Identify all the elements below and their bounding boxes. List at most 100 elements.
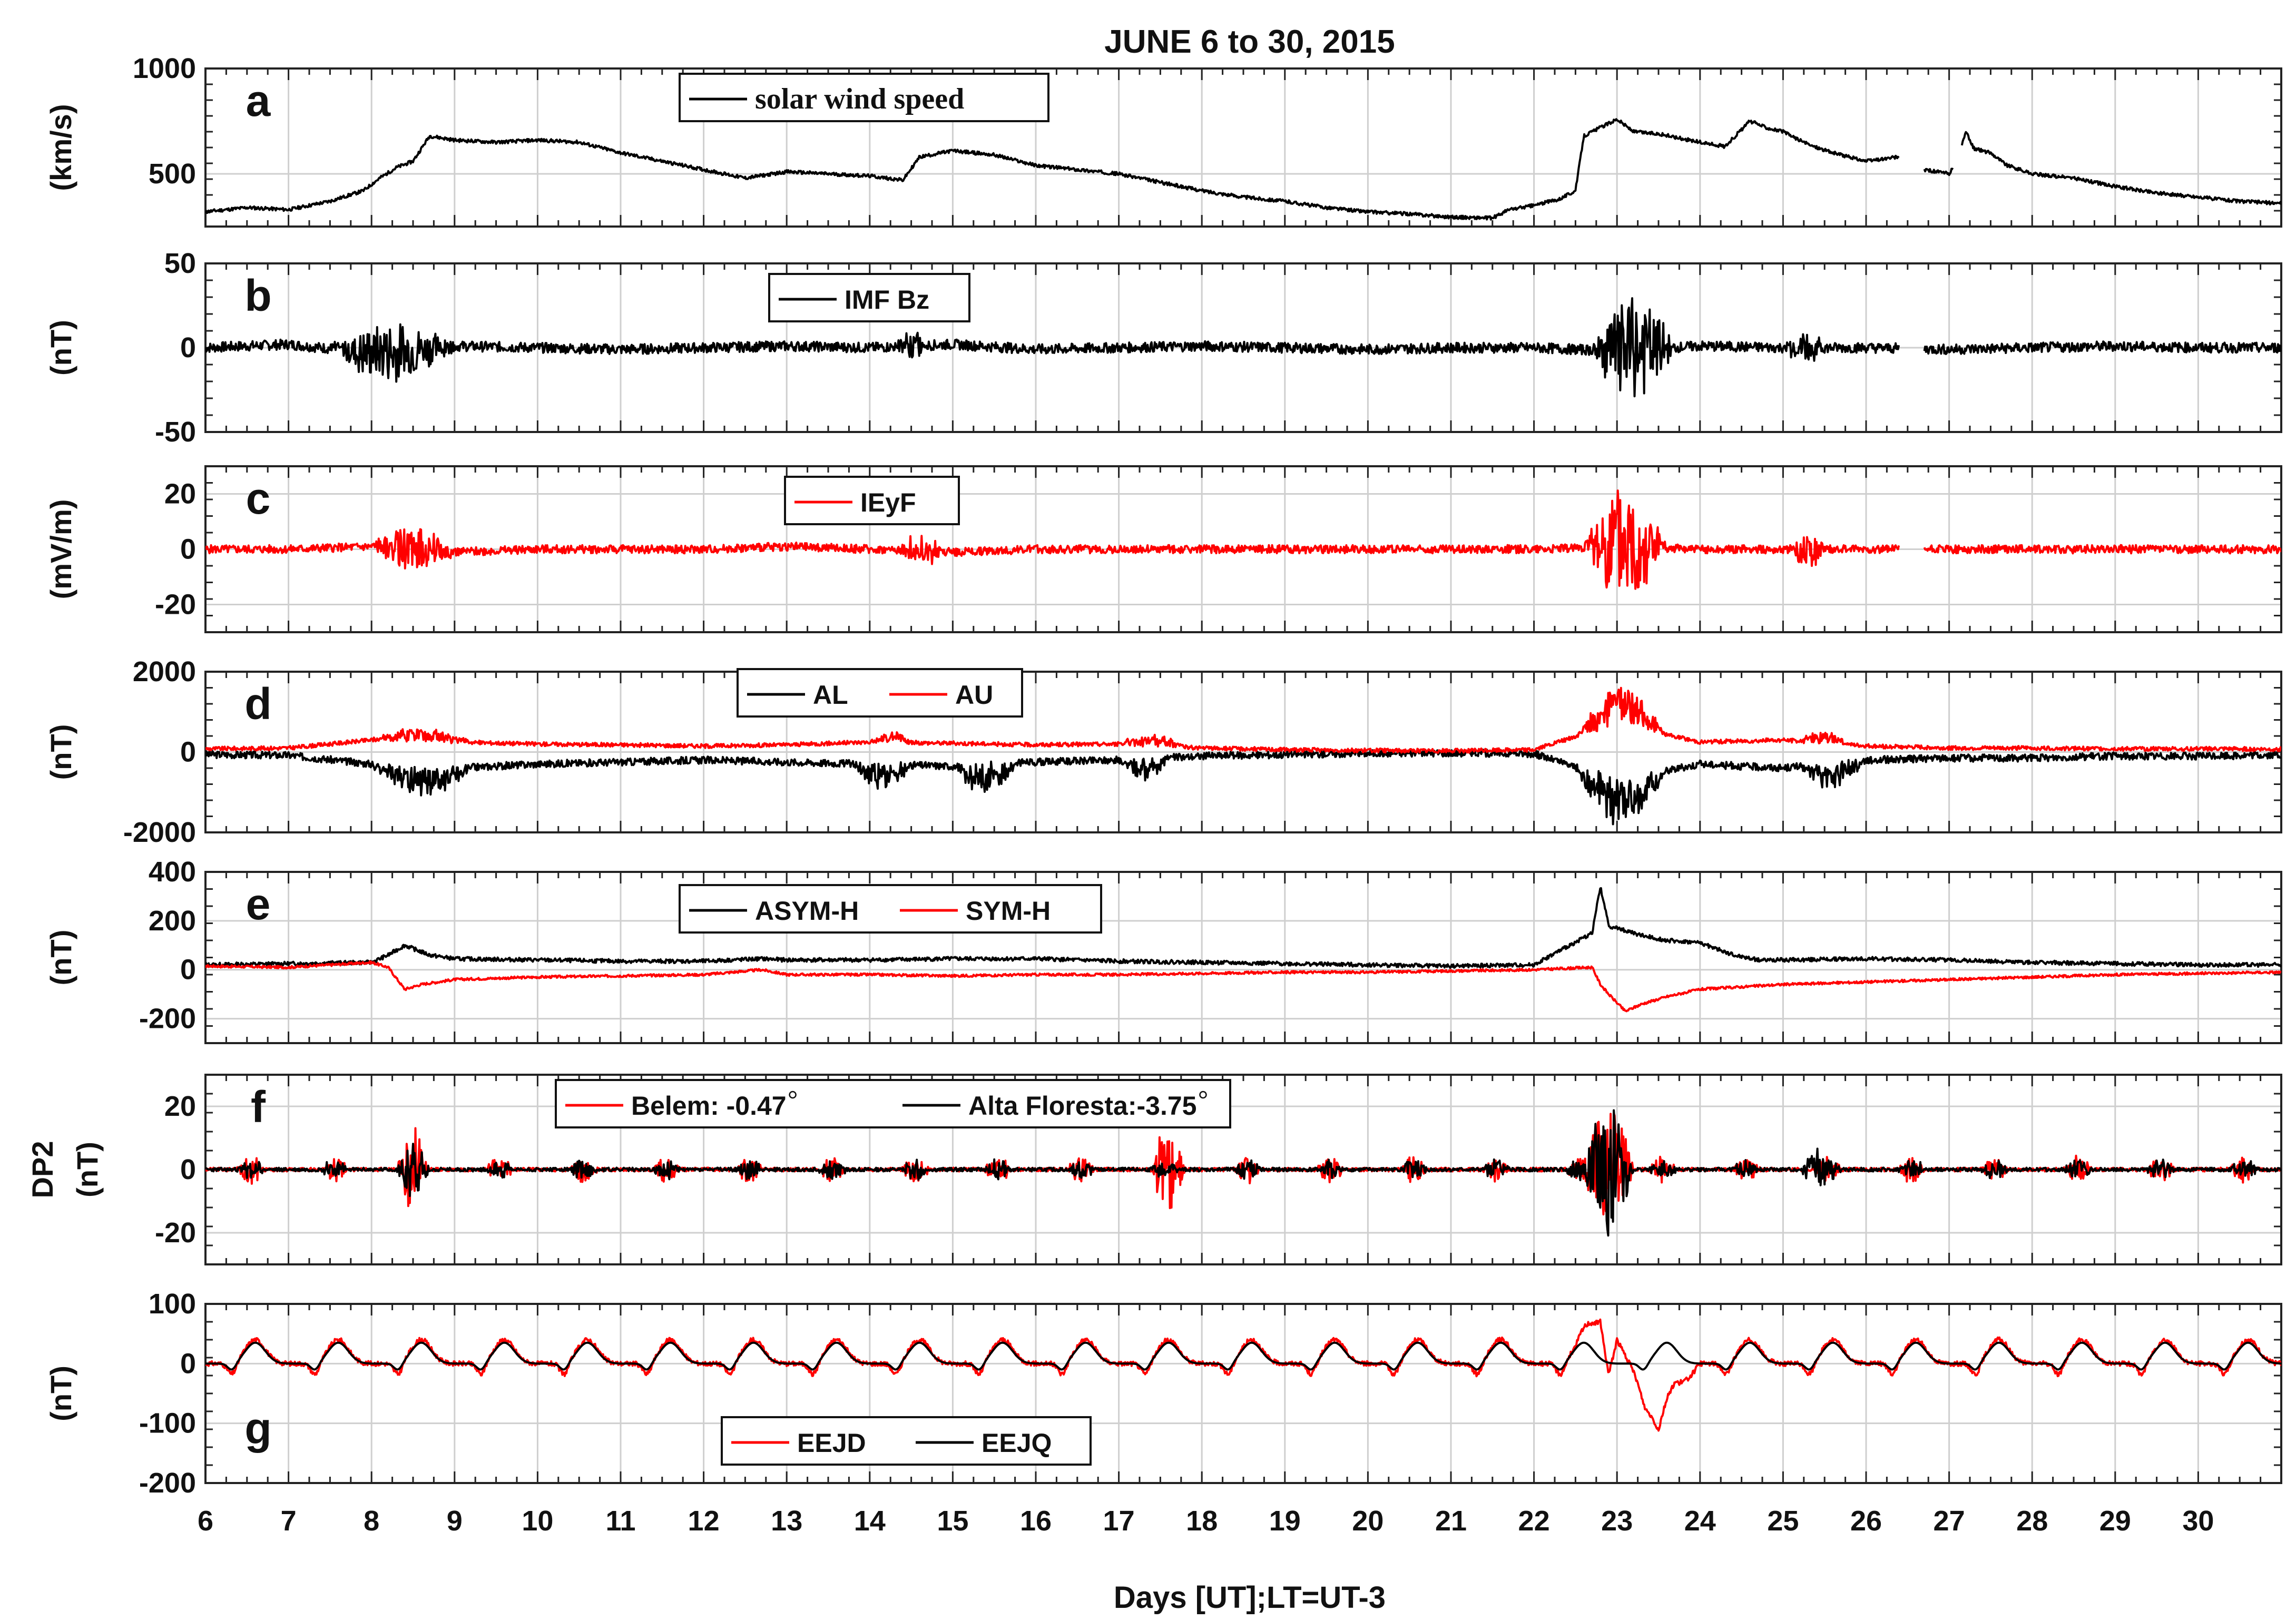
x-tick-label: 13 [771,1505,802,1537]
y-tick-label: 200 [149,905,196,937]
legend-label: solar wind speed [755,83,964,115]
series-group [205,686,2281,826]
panel-c: -20 0 20 (mV/m) c IEyF [44,465,2282,633]
panel-letter: f [251,1082,266,1132]
x-tick-label: 22 [1518,1505,1550,1537]
y-tick-label: -100 [139,1408,196,1439]
legend-box [555,1079,1231,1128]
y-axis-label: (mV/m) [44,499,77,600]
panel-letter: d [244,679,271,729]
series-line-au [205,686,2281,754]
legend-label: AL [813,680,848,710]
legend-label: AU [955,680,993,710]
series-line-sym-h [205,960,2281,1013]
series-group [205,1109,2281,1237]
series-line-alta-floresta-3-75 [205,1109,2281,1237]
y-tick-label: 0 [180,332,196,364]
y-tick-label: 0 [180,1348,196,1379]
y-tick-label: 1000 [133,53,196,84]
series-line-asym-h [205,887,2281,969]
y-axis-label: (nT) [44,320,77,376]
panel-letter: e [246,879,271,929]
y-tick-label: -200 [139,1467,196,1499]
x-tick-label: 10 [522,1505,553,1537]
y-axis-label-2: DP2 [26,1141,59,1199]
series-line-eejq [205,1341,2281,1371]
x-tick-label: 7 [281,1505,297,1537]
x-tick-label: 6 [198,1505,213,1537]
panel-f: -20 0 20 (nT) DP2 f Belem: -0.47 Alta Floresta:… [26,1074,2282,1265]
legend: ASYM-H SYM-H [679,884,1102,934]
y-tick-label: -200 [139,1003,196,1035]
y-tick-label: -20 [155,1217,196,1249]
panel-letter: a [246,76,271,125]
y-tick-label: 0 [180,534,196,565]
legend-label: EEJQ [982,1428,1052,1458]
y-tick-label: 20 [164,1091,196,1122]
x-tick-label: 20 [1352,1505,1384,1537]
y-tick-label: 20 [164,478,196,510]
x-tick-label: 11 [605,1505,635,1537]
series-group [205,887,2281,1013]
x-axis-label: Days [UT];LT=UT-3 [1114,1580,1386,1615]
legend: Belem: -0.47 Alta Floresta:-3.75 [555,1079,1231,1128]
legend-box [768,273,970,322]
panel-g: -200 -100 0 100 (nT) g EEJD EEJQ 6 7 8 9 10 11 12 13 14 1… [44,1288,2282,1537]
x-tick-label: 29 [2099,1505,2131,1537]
y-tick-label: 50 [164,248,196,279]
legend-label: SYM-H [966,896,1051,926]
degree-mark [1199,1091,1207,1099]
legend-label: Alta Floresta:-3.75 [968,1091,1196,1121]
legend-label: IEyF [860,488,916,517]
series-line-al [205,748,2281,826]
y-tick-label: -2000 [123,817,196,848]
x-tick-label: 24 [1684,1505,1716,1537]
legend-box [679,884,1102,934]
series-line-imf-bz [205,297,2281,398]
y-tick-label: 500 [149,158,196,190]
series-line-ieyf [205,489,2281,590]
x-tick-label: 18 [1186,1505,1218,1537]
y-tick-label: 0 [180,1154,196,1185]
series-group [205,489,2281,590]
y-axis-label: (nT) [71,1142,104,1197]
legend: EEJD EEJQ [721,1416,1092,1466]
x-tick-label: 15 [937,1505,968,1537]
series-group [205,297,2281,398]
y-axis-label: (nT) [44,930,77,986]
legend: IEyF [784,476,960,525]
panel-e: -200 0 200 400 (nT) e ASYM-H SYM-H [44,856,2282,1044]
x-tick-label: 23 [1601,1505,1633,1537]
panel-letter: g [244,1403,271,1453]
plot-frame [204,871,2282,1044]
figure-title: JUNE 6 to 30, 2015 [1104,24,1395,60]
x-tick-label: 8 [364,1505,379,1537]
y-tick-label: 400 [149,856,196,888]
legend-label: ASYM-H [755,896,859,926]
legend-box [784,476,960,525]
plot-frame [204,1303,2282,1484]
series-group [205,1318,2281,1432]
x-tick-label: 30 [2182,1505,2214,1537]
y-tick-label: 0 [180,954,196,986]
x-tick-label: 12 [688,1505,720,1537]
y-tick-label: -50 [155,416,196,448]
legend-label: IMF Bz [845,285,929,315]
y-tick-label: -20 [155,589,196,621]
x-tick-label: 21 [1435,1505,1467,1537]
series-line-eejd [205,1318,2281,1432]
legend-label: Belem: -0.47 [631,1091,787,1121]
legend-box [679,73,1049,122]
series-group [205,118,2281,221]
panel-letter: b [244,271,271,320]
degree-mark [789,1091,797,1099]
panel-d: -2000 0 2000 (nT) d AL AU [44,656,2282,848]
x-tick-label: 25 [1767,1505,1799,1537]
legend-box [737,668,1023,718]
y-tick-label: 2000 [133,656,196,688]
y-tick-label: 100 [149,1288,196,1320]
y-tick-label: 0 [180,737,196,768]
legend-label: EEJD [797,1428,866,1458]
legend-box [721,1416,1092,1466]
